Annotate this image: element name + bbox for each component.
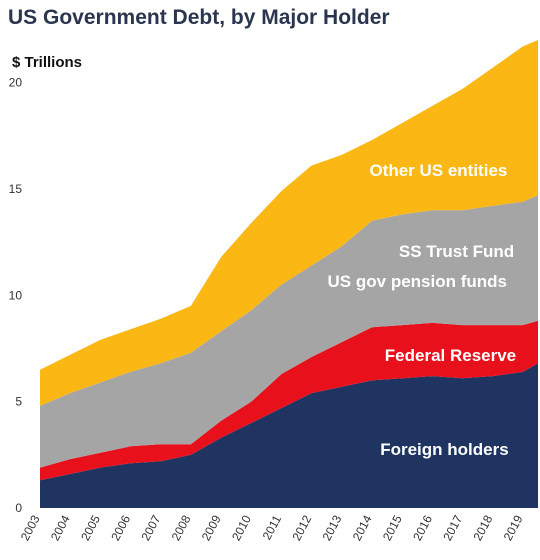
y-tick-label: 15: [9, 182, 23, 196]
x-tick-labels: 2003 2004 2005 2006 2007 2008 2009 2010 2011 2012…: [18, 513, 526, 543]
series-labels: Other US entities SS Trust Fund US gov pen…: [328, 161, 517, 459]
x-tick-label: 2016: [410, 513, 435, 543]
y-tick-label: 10: [9, 288, 23, 302]
y-tick-label: 0: [15, 501, 22, 515]
y-tick-label: 5: [15, 395, 22, 409]
series-label: SS Trust Fund: [399, 242, 514, 261]
x-tick-label: 2007: [138, 513, 163, 543]
x-tick-label: 2018: [470, 513, 495, 543]
x-tick-label: 2005: [78, 513, 103, 543]
y-tick-labels: 0 5 10 15 20: [9, 76, 23, 515]
x-tick-label: 2009: [199, 513, 224, 543]
x-tick-label: 2019: [501, 513, 526, 543]
x-tick-label: 2003: [18, 513, 43, 543]
x-tick-label: 2017: [440, 513, 465, 543]
x-tick-label: 2014: [350, 513, 375, 543]
x-tick-label: 2013: [320, 513, 345, 543]
series-label: Foreign holders: [380, 440, 508, 459]
x-tick-label: 2015: [380, 513, 405, 543]
series-label: US gov pension funds: [328, 272, 507, 291]
series-label: Federal Reserve: [385, 346, 516, 365]
x-tick-label: 2004: [48, 513, 73, 543]
area-layers: [40, 40, 538, 508]
x-tick-label: 2011: [260, 513, 285, 543]
x-tick-label: 2006: [108, 513, 133, 543]
area-series-1: [40, 363, 538, 508]
x-tick-label: 2012: [289, 513, 314, 543]
area-series-2: [40, 320, 538, 481]
series-label: Other US entities: [369, 161, 507, 180]
x-tick-label: 2010: [229, 513, 254, 543]
area-series-4: [40, 40, 538, 406]
chart-title: US Government Debt, by Major Holder: [8, 6, 390, 29]
area-series-3: [40, 195, 538, 468]
y-axis-label: $ Trillions: [12, 54, 83, 71]
x-tick-label: 2008: [169, 513, 194, 543]
y-tick-label: 20: [9, 76, 23, 90]
